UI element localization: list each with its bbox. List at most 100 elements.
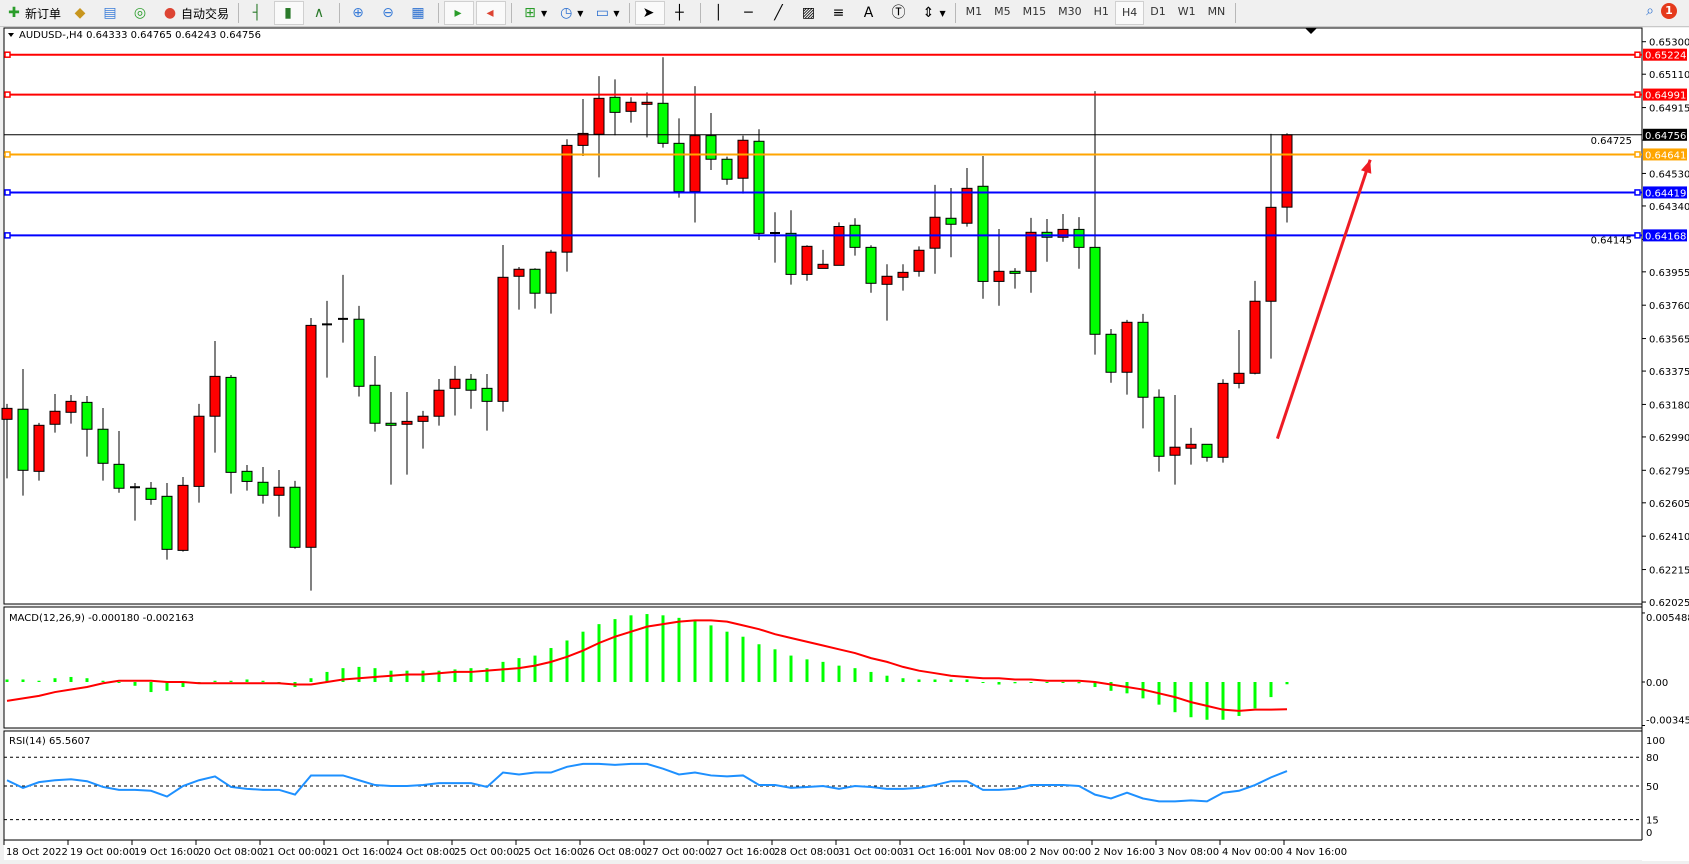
time-tick-label: 19 Oct 16:00 [134,847,199,858]
price-label: 0.65224 [1645,51,1686,62]
macd-histogram-bar [805,659,809,682]
macd-histogram-bar [485,668,489,682]
timeframe-m15-button[interactable]: M15 [1022,5,1047,18]
candle-bullish [209,375,221,417]
rsi-tick-label: 15 [1646,816,1659,827]
collapse-triangle-icon[interactable] [8,33,14,37]
macd-histogram-bar [757,644,761,682]
line-handle[interactable] [4,51,11,58]
line-handle[interactable] [1634,189,1641,196]
candle-bearish [865,246,877,284]
candle-bearish [785,232,797,275]
time-tick-label: 21 Oct 16:00 [326,847,391,858]
cursor-button[interactable]: ➤ [634,1,665,25]
zoom-out-button[interactable]: ⊖ [375,2,403,24]
timeframe-w1-button[interactable]: W1 [1177,5,1196,18]
chart-shift-button[interactable]: ◂ [476,1,507,25]
line-handle[interactable] [4,151,11,158]
timeframe-m5-button[interactable]: M5 [994,5,1011,18]
right-tools: ⌕ 1 [1641,2,1677,20]
timeframe-mn-button[interactable]: MN [1207,5,1226,18]
crosshair-button[interactable]: ┼ [667,2,695,24]
candle-bullish [1025,231,1037,272]
macd-histogram-bar [773,649,777,682]
price-label-box [1643,148,1687,161]
macd-histogram-bar [597,624,601,682]
indicators-button[interactable]: ⊞ ▼ [517,2,551,24]
trendline-button[interactable]: ╱ [766,2,794,24]
dropdown-arrow-icon: ▼ [577,8,584,18]
candle-bearish [481,387,493,402]
line-handle[interactable] [4,91,11,98]
price-tick-label: 0.62990 [1649,433,1689,444]
candle-bearish [1201,443,1213,458]
templates-button[interactable]: ▭ ▼ [589,2,623,24]
zoom-in-button[interactable]: ⊕ [345,2,373,24]
price-tick-label: 0.62215 [1649,566,1689,577]
tile-windows-button[interactable]: ▦ [405,2,433,24]
chart-shift-marker-icon[interactable] [1305,28,1317,34]
line-handle[interactable] [1634,51,1641,58]
price-label: 0.64168 [1645,231,1686,242]
macd-histogram-bar [1029,682,1033,683]
candlestick-chart-button[interactable]: ▮ [274,1,305,25]
equidistant-channel-button[interactable]: ▨ [796,2,824,24]
line-handle[interactable] [1634,232,1641,239]
candle-bearish [657,102,669,144]
time-tick-label: 31 Oct 16:00 [902,847,967,858]
line-handle[interactable] [4,232,11,239]
navigator-button[interactable]: ▤ [97,2,125,24]
search-icon[interactable]: ⌕ [1646,3,1654,19]
price-tick-label: 0.62410 [1649,532,1689,543]
price-tick-label: 0.63955 [1649,268,1689,279]
time-tick-label: 2 Nov 16:00 [1094,847,1155,858]
candle-bearish [289,486,301,548]
auto-trading-button[interactable]: ● 自动交易 [157,2,233,24]
line-handle[interactable] [4,189,11,196]
macd-histogram-bar [1189,682,1193,718]
timeframe-m1-button[interactable]: M1 [965,5,983,18]
timeframe-h1-button[interactable]: H1 [1093,5,1109,18]
price-label-box [1643,186,1687,199]
candlestick-icon: ▮ [284,5,292,21]
periods-button[interactable]: ◷ ▼ [553,2,587,24]
candle-bearish [465,378,477,391]
macd-histogram-bar [981,682,985,683]
signal-icon: ◎ [133,5,147,21]
fibonacci-button[interactable]: ≡ [826,2,854,24]
macd-histogram-bar [629,615,633,682]
macd-histogram-bar [677,617,681,682]
macd-histogram-bar [1269,682,1273,698]
macd-histogram-bar [693,620,697,682]
price-panel[interactable] [3,27,1643,605]
time-tick-label: 4 Nov 00:00 [1222,847,1283,858]
notification-badge[interactable]: 1 [1661,3,1677,19]
dropdown-arrow-icon: ▼ [939,8,946,18]
trend-arrow-shaft[interactable] [1275,159,1372,440]
horizontal-line-button[interactable]: ─ [736,2,764,24]
toolbar-divider [699,3,701,23]
candle-bullish [177,484,189,551]
macd-histogram-bar [501,661,505,682]
new-order-button[interactable]: ✚ 新订单 [1,2,65,24]
line-handle[interactable] [1634,151,1641,158]
auto-scroll-button[interactable]: ▸ [444,1,475,25]
text-label-button[interactable]: Ⓣ [886,2,914,24]
line-handle[interactable] [1634,91,1641,98]
add-indicator-icon: ⊞ [524,5,536,21]
candle-bullish [561,144,573,253]
macd-histogram-bar [117,682,121,683]
timeframe-m30-button[interactable]: M30 [1058,5,1082,18]
arrows-button[interactable]: ⇕ ▼ [916,2,950,24]
line-chart-button[interactable]: ∧ [306,2,334,24]
timeframe-h4-button[interactable]: H4 [1114,1,1145,25]
text-button[interactable]: A [856,2,884,24]
candle-bullish [513,268,525,277]
signals-button[interactable]: ◎ [127,2,155,24]
market-watch-button[interactable]: ◆ [67,2,95,24]
vertical-line-button[interactable]: │ [706,2,734,24]
candle-bullish [993,270,1005,282]
bar-chart-button[interactable]: ┤ [244,2,272,24]
timeframe-d1-button[interactable]: D1 [1150,5,1166,18]
